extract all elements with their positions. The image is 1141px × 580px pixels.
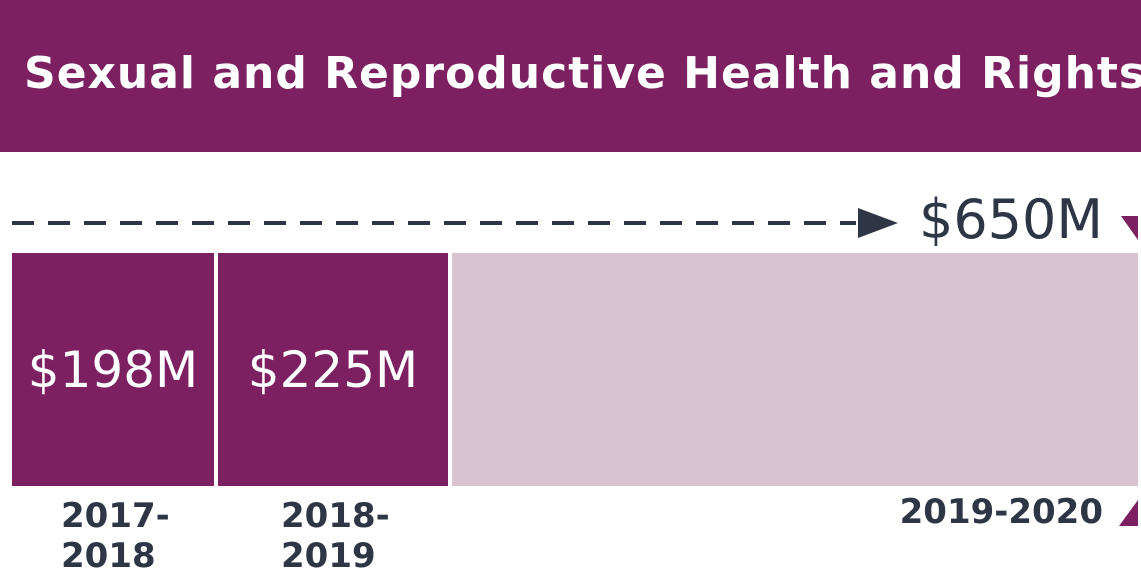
page-title: Sexual and Reproductive Health and Right… <box>24 48 1141 99</box>
bar-2: $225M <box>218 253 448 486</box>
header-banner: Sexual and Reproductive Health and Right… <box>0 0 1141 152</box>
funding-chart: $198M $225M $650M 2017- 2018 2018- 2019 201… <box>0 152 1141 580</box>
bar-1: $198M <box>12 253 214 486</box>
category-label: 2018- 2019 <box>281 496 390 576</box>
bar-3 <box>452 253 1138 486</box>
bar-value-label: $198M <box>27 340 199 399</box>
target-corner-marker <box>1121 216 1138 240</box>
target-arrow-head <box>858 208 898 238</box>
target-value-label: $650M <box>918 188 1103 251</box>
bar-value-label: $225M <box>247 340 419 399</box>
chart-svg <box>12 208 1138 526</box>
category-label: 2017- 2018 <box>61 496 170 576</box>
category-label: 2019-2020 <box>899 492 1103 532</box>
category-corner-marker <box>1119 500 1138 526</box>
